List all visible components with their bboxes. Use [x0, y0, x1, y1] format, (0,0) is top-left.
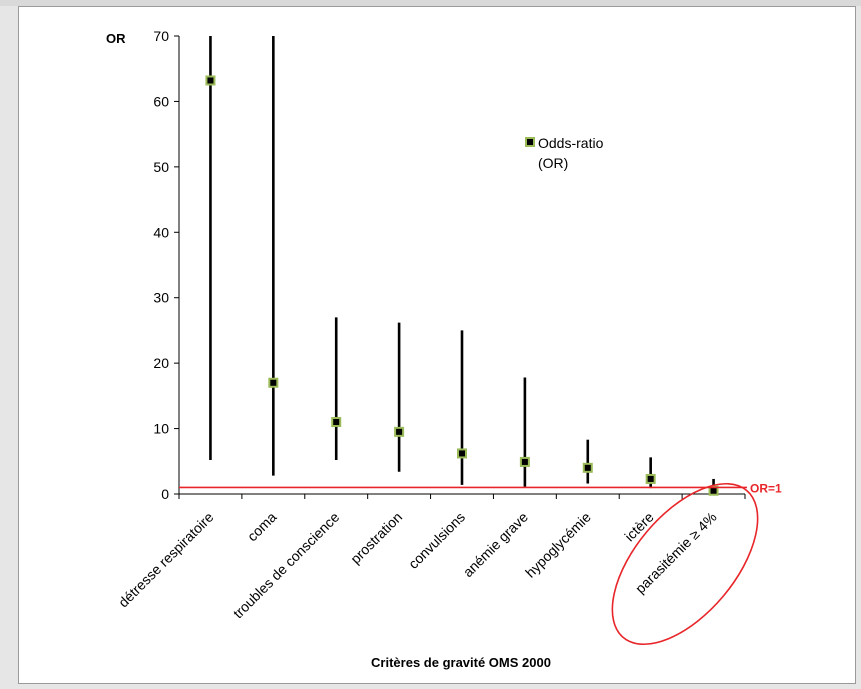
- x-category-label: anémie grave: [460, 509, 531, 580]
- y-tick-label: 70: [153, 28, 169, 44]
- y-tick-label: 20: [153, 355, 169, 371]
- y-tick-label: 60: [153, 93, 169, 109]
- y-tick-label: 50: [153, 159, 169, 175]
- x-category-label: coma: [244, 509, 280, 545]
- y-axis-title: OR: [106, 31, 126, 46]
- x-axis-title: Critères de gravité OMS 2000: [371, 655, 551, 670]
- y-ticks: 0 10 20 30 40 50 60 70: [153, 28, 179, 502]
- x-category-label: détresse respiratoire: [115, 509, 217, 611]
- error-bars: [209, 36, 715, 494]
- legend: Odds-ratio (OR): [525, 135, 604, 171]
- legend-marker: [525, 137, 535, 147]
- data-point: [645, 473, 656, 484]
- data-point: [519, 456, 530, 467]
- data-point: [268, 377, 279, 388]
- x-category-label: convulsions: [405, 509, 468, 572]
- data-point: [582, 462, 593, 473]
- data-point: [205, 75, 216, 86]
- y-tick-label: 0: [161, 486, 169, 502]
- x-category-label: troubles de conscience: [230, 509, 343, 622]
- chart-frame: [18, 6, 856, 684]
- x-category-label: prostration: [347, 509, 405, 567]
- legend-label-line2: (OR): [538, 155, 568, 171]
- highlight-ellipse: [611, 482, 759, 646]
- y-tick-label: 30: [153, 290, 169, 306]
- window-top-border: [0, 0, 861, 6]
- reference-line-label: OR=1: [750, 481, 782, 495]
- data-point: [331, 417, 342, 428]
- y-tick-label: 40: [153, 224, 169, 240]
- y-tick-label: 10: [153, 421, 169, 437]
- data-point: [457, 448, 467, 459]
- data-point: [394, 426, 405, 437]
- data-points: [205, 75, 719, 496]
- x-category-label: hypoglycémie: [522, 509, 594, 581]
- legend-label-line1: Odds-ratio: [538, 135, 604, 151]
